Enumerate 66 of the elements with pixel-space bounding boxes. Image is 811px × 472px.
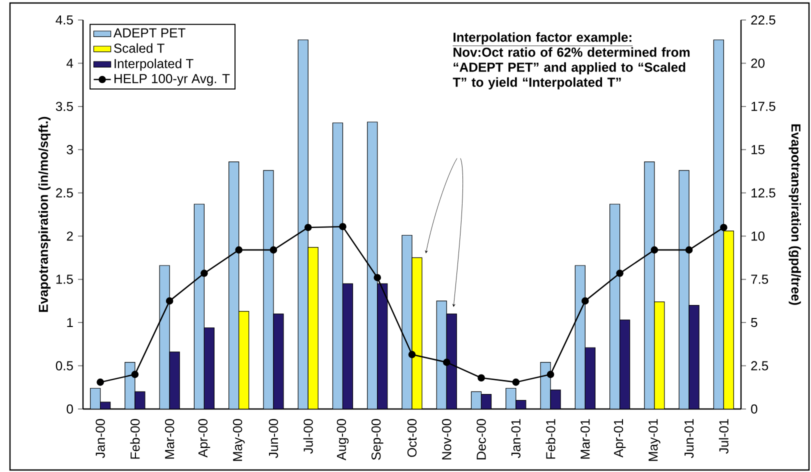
y-axis-title: Evapotranspiration (in/mo/sqft.) [38, 116, 51, 312]
x-tick-label: Jul-01 [718, 419, 728, 454]
y2-tick-label: 22.5 [751, 15, 776, 25]
x-tick-label: Oct-00 [407, 419, 417, 457]
y2-tick-label: 5 [751, 318, 758, 328]
legend-label: ADEPT PET [113, 28, 186, 38]
point [166, 297, 174, 305]
y2-tick-label: 20 [751, 58, 765, 68]
point [546, 370, 554, 378]
y2-tick-label: 15 [752, 145, 764, 154]
point [478, 374, 485, 382]
x-tick-label: Jul-00 [303, 419, 313, 454]
y2-tick-label: 12.5 [752, 188, 776, 198]
legend-label: Interpolated T [114, 58, 194, 71]
y-tick-label: 0.5 [56, 361, 73, 370]
y-tick-label: 2 [66, 232, 73, 241]
x-tick-label: Apr-00 [198, 419, 210, 458]
x-tick-label: Mar-00 [164, 419, 174, 459]
x-tick-label: Dec-00 [476, 419, 486, 460]
x-tick-label: Jun-00 [268, 419, 278, 458]
x-tick-label: Nov-00 [442, 419, 452, 460]
x-tick-label: Feb-01 [546, 419, 556, 459]
point [270, 246, 278, 254]
point [616, 270, 624, 277]
x-tick-label: Jan-00 [96, 419, 105, 458]
y-tick-label: 3 [66, 145, 73, 154]
point [685, 246, 693, 254]
y-tick-label: 4.5 [56, 15, 73, 25]
y2-tick-label: 7.5 [751, 274, 768, 284]
y-tick-label: 1 [67, 318, 73, 328]
point [200, 270, 208, 277]
x-tick-label: Apr-01 [614, 419, 626, 458]
y2-tick-label: 0 [751, 404, 758, 414]
y-tick-label: 2.5 [56, 188, 73, 198]
point [304, 224, 312, 232]
x-tick-label: Sep-00 [371, 419, 384, 460]
y-tick-label: 3.5 [56, 102, 73, 112]
point [720, 224, 728, 232]
x-tick-label: May-01 [648, 419, 660, 461]
point [582, 297, 589, 305]
annotation: Nov:Oct ratio of 62% determined from “ADEPT PET” and applied to “Scaled T” to yield “Interpolated T” [452, 47, 690, 90]
point [408, 350, 416, 358]
point [131, 370, 139, 378]
point [374, 274, 382, 282]
y-tick-label: 0 [66, 404, 73, 414]
legend-label: HELP 100-yr Avg. T [114, 74, 230, 86]
x-tick-label: Jan-01 [511, 419, 520, 458]
x-tick-label: Feb-00 [130, 419, 140, 459]
x-tick-label: Aug-00 [336, 419, 349, 460]
point [512, 378, 520, 386]
y2-axis-title: Evapotranspiration (gpd/tree) [788, 124, 801, 305]
y-tick-label: 4 [66, 58, 74, 68]
point [442, 358, 450, 366]
y2-tick-label: 2.5 [751, 361, 768, 370]
y-tick-label: 1.5 [56, 274, 73, 284]
annotation: Interpolation factor example: [454, 32, 632, 44]
point [339, 222, 346, 230]
point [235, 246, 242, 254]
x-tick-label: Jun-01 [684, 419, 694, 458]
point [96, 378, 104, 386]
legend-label: Scaled T [114, 43, 164, 53]
x-tick-label: May-00 [232, 419, 245, 461]
x-tick-label: Mar-01 [580, 419, 590, 459]
y2-tick-label: 17.5 [752, 102, 776, 111]
y2-tick-label: 10 [752, 232, 765, 241]
point [650, 246, 658, 254]
